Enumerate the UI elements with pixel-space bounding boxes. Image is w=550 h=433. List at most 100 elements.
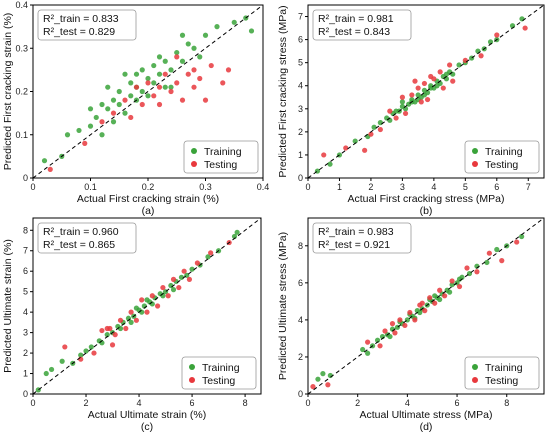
testing-point [522,25,528,31]
x-tick-label: 0.3 [199,182,212,192]
testing-point [144,309,150,315]
testing-point [462,57,468,63]
chart-panel-2: 0 1 2 3 4 5 6 7 0 1 2 3 4 5 6 7 Actual First cracking st… [277,4,545,217]
y-axis-label: Predicted First cracking strain (%) [2,13,14,171]
testing-point [110,110,117,116]
testing-point [99,119,105,125]
legend-frame [464,140,540,174]
testing-point [419,300,425,306]
x-axis-label: Actual First cracking stress (MPa) [348,193,505,205]
testing-point [437,69,443,75]
y-tick-label: 5 [23,287,28,297]
testing-point [387,108,393,114]
x-tick-label: 2 [84,398,89,408]
training-point [399,99,405,105]
legend-marker-testing [189,377,195,383]
testing-point [412,78,418,84]
metric-text: R²_train = 0.981 [318,13,394,25]
legend-label-testing: Testing [204,159,237,171]
testing-point [478,53,484,59]
legend-marker-testing [191,161,197,167]
testing-point [149,293,155,299]
y-tick-label: 0.2 [15,87,28,97]
legend-marker-testing [472,161,478,167]
testing-point [220,80,226,86]
training-point [449,282,455,288]
legend-marker-testing [472,377,478,383]
training-point [168,67,174,73]
y-tick-label: 4 [298,81,303,91]
metric-text: R²_train = 0.983 [318,226,394,238]
testing-point [109,342,116,348]
training-point [202,32,209,38]
testing-point [499,258,505,264]
x-tick-label: 6 [494,182,499,192]
training-point [248,28,255,34]
testing-point [194,260,200,266]
testing-point [368,131,374,137]
chart-panel-3: 0 2 4 6 8 0 1 2 3 4 5 6 7 8 Actual Ultimate strain (%)… [2,217,262,433]
training-point [231,19,237,25]
testing-point [474,269,480,275]
y-tick-label: 0.4 [15,0,28,10]
metrics-box-frame [312,222,412,254]
training-point [145,93,151,99]
training-point [377,120,383,126]
training-point [88,344,94,350]
points-group [33,218,261,394]
testing-point [382,328,388,334]
testing-point [191,84,197,90]
y-tick-label: 3 [23,328,28,338]
legend-label-testing: Testing [485,375,518,387]
testing-point [412,317,418,323]
y-tick-label: 2 [23,348,28,358]
legend-frame [181,356,257,390]
legend-label-training: Training [202,362,240,374]
testing-point [427,295,433,301]
testing-point [186,276,193,282]
testing-point [225,67,232,73]
y-axis-label: Predicted First cracking stress (MPa) [277,5,289,177]
training-point [59,358,65,364]
points-group [308,5,544,178]
y-tick-label: 0 [298,173,303,183]
training-point [48,366,55,373]
identity-line [33,218,261,394]
training-point [162,58,168,64]
training-point [122,110,128,116]
testing-point [377,126,383,133]
testing-point [145,80,151,86]
training-point [116,101,122,108]
testing-point [128,309,134,315]
x-tick-label: 0 [30,182,35,192]
testing-point [431,76,437,82]
testing-point [156,84,163,90]
testing-point [170,276,177,282]
x-tick-label: 6 [190,398,195,408]
metric-text: R²_test = 0.921 [318,239,390,251]
training-point [197,54,203,60]
testing-point [168,88,174,95]
panel-label: (d) [420,421,433,433]
training-point [105,106,111,112]
training-point [133,305,139,311]
legend-frame [464,356,540,390]
testing-point [415,85,421,91]
testing-point [365,339,371,345]
training-point [139,88,145,95]
y-axis-label: Predicted Ultimate stress (MPa) [277,232,289,380]
testing-point [402,322,408,329]
testing-point [112,332,118,338]
legend-label-training: Training [485,146,523,158]
testing-point [409,92,415,98]
chart-panel-1: 0 0.1 0.2 0.3 0.4 0 0.1 0.2 0.3 0.4 Actual First c… [2,0,269,217]
testing-point [191,67,197,73]
y-tick-label: 8 [23,225,28,235]
testing-point [456,283,463,290]
y-tick-label: 2 [298,352,303,362]
y-tick-label: 0 [23,173,28,183]
x-tick-label: 0.1 [84,182,97,192]
